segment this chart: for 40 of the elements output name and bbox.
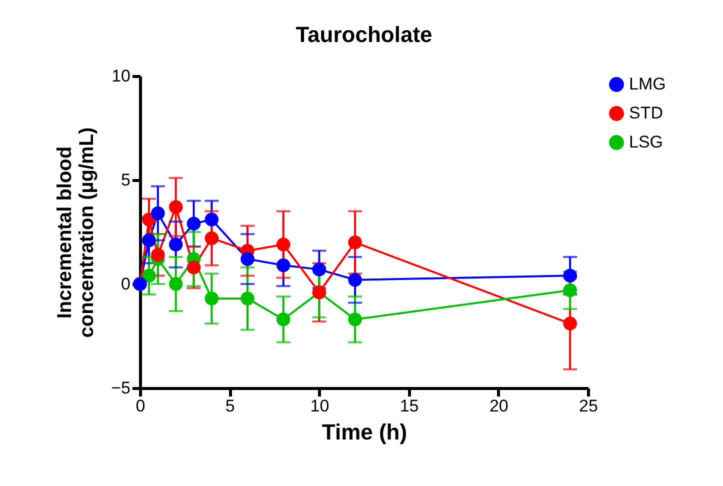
point — [204, 292, 219, 306]
point — [240, 252, 254, 266]
y-tick-label: 5 — [121, 170, 130, 190]
point — [240, 292, 254, 306]
x-tick-label: 10 — [310, 396, 330, 416]
point — [276, 238, 290, 252]
point — [142, 233, 156, 248]
y-axis-title: Incremental blood concentration (µg/mL) — [54, 127, 98, 338]
point — [348, 312, 362, 326]
y-tick-label: 0 — [121, 274, 130, 294]
point — [348, 272, 362, 287]
point — [186, 216, 201, 231]
x-tick-label: 0 — [136, 396, 146, 416]
point — [563, 316, 577, 330]
point — [563, 268, 577, 283]
point — [142, 268, 156, 283]
point — [204, 212, 219, 226]
x-tick-label: 20 — [489, 396, 508, 416]
point — [204, 231, 219, 246]
legend-label: LSG — [629, 132, 664, 152]
point — [276, 258, 290, 272]
x-tick-label: 25 — [579, 396, 598, 416]
point — [186, 260, 201, 274]
x-axis-title: Time (h) — [322, 420, 408, 444]
legend-label: LMG — [629, 74, 666, 94]
point — [151, 206, 165, 220]
y-tick-label: −5 — [111, 378, 130, 398]
point — [168, 238, 183, 252]
legend-label: STD — [629, 104, 663, 122]
point — [168, 200, 183, 214]
chart-title: Taurocholate — [296, 22, 432, 47]
point — [276, 312, 290, 326]
x-tick-label: 5 — [225, 396, 235, 416]
point — [563, 283, 577, 298]
point — [312, 262, 326, 276]
point — [151, 248, 165, 262]
point — [168, 277, 183, 291]
y-tick-label: 10 — [112, 66, 130, 86]
point — [348, 236, 362, 250]
x-tick-label: 15 — [400, 396, 419, 416]
